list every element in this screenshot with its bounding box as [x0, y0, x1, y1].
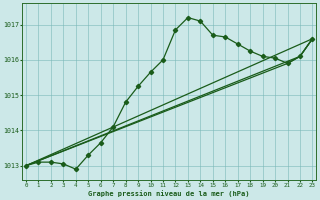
X-axis label: Graphe pression niveau de la mer (hPa): Graphe pression niveau de la mer (hPa)	[88, 190, 250, 197]
